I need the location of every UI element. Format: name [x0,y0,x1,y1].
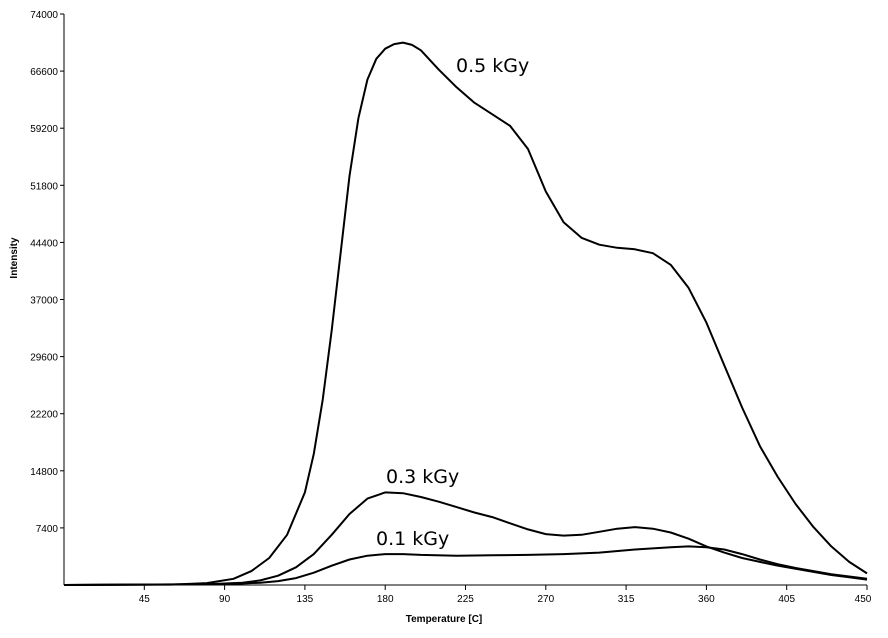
y-tick-label: 37000 [30,296,58,307]
x-ticks: 45 90 135 180 225 270 315 360 405 450 [139,585,872,605]
x-tick-label: 90 [219,594,231,605]
y-tick-label: 59200 [30,124,58,135]
series-line [63,491,868,586]
y-tick-label: 22200 [30,410,58,421]
y-tick-label: 44400 [30,238,58,249]
y-tick-label: 51800 [30,181,58,192]
y-tick-label: 29600 [30,353,58,364]
y-tick-label: 74000 [30,10,58,21]
series-line [63,41,868,586]
y-ticks: 7400 14800 22200 29600 37000 44400 51800 59200 6… [30,10,64,535]
x-tick-label: 225 [457,594,474,605]
series-label: 0.3 kGy [386,466,459,488]
y-tick-label: 7400 [36,524,59,535]
x-tick-label: 45 [139,594,151,605]
y-tick-label: 14800 [30,467,58,478]
x-tick-label: 405 [778,594,795,605]
x-tick-label: 270 [537,594,554,605]
x-tick-label: 180 [377,594,394,605]
series-labels: 0.5 kGy 0.3 kGy 0.1 kGy [376,55,529,550]
y-tick-label: 66600 [30,67,58,78]
x-tick-label: 315 [618,594,635,605]
series-label: 0.1 kGy [376,528,449,550]
series-line [63,545,868,586]
series-label: 0.5 kGy [456,55,529,77]
axes-layer [63,14,867,586]
x-tick-label: 360 [698,594,715,605]
y-axis-title: Intensity [9,237,20,279]
x-tick-label: 450 [855,594,872,605]
curves-layer [63,41,868,586]
x-axis-title: Temperature [C] [406,614,483,625]
x-tick-label: 135 [297,594,314,605]
